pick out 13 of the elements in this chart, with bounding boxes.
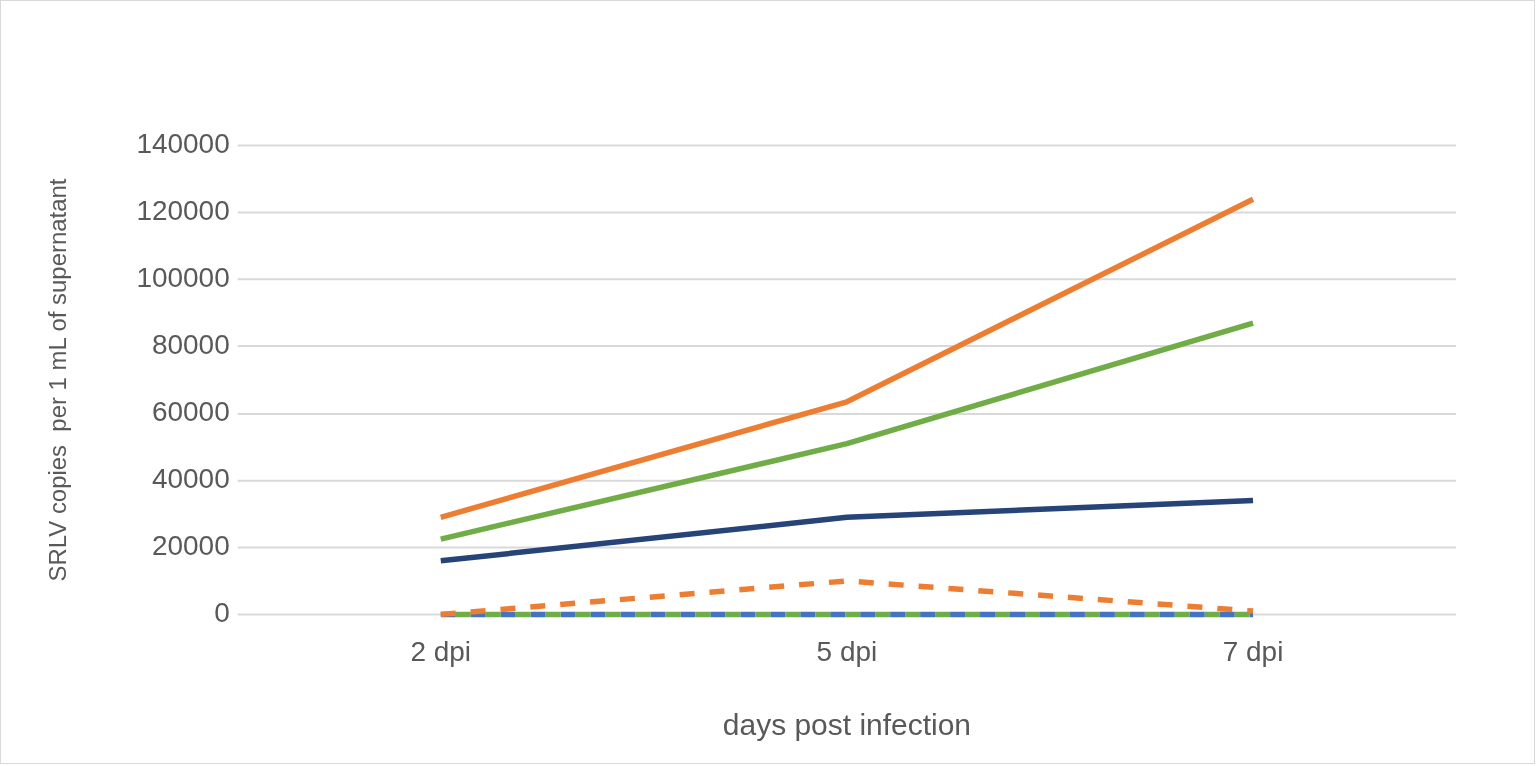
y-tick-label: 40000 bbox=[151, 463, 230, 495]
x-axis-title: days post infection bbox=[722, 708, 971, 742]
y-tick-label: 0 bbox=[214, 597, 230, 629]
x-tick-label: 2 dpi bbox=[410, 635, 472, 667]
y-tick-label: 80000 bbox=[151, 329, 230, 361]
y-tick-label: 100000 bbox=[136, 262, 230, 294]
y-tick-label: 120000 bbox=[136, 195, 230, 227]
x-tick-label: 7 dpi bbox=[1222, 635, 1284, 667]
y-tick-label: 60000 bbox=[151, 396, 230, 428]
y-axis-title: SRLV copies per 1 mL of supernatant bbox=[43, 178, 71, 582]
x-tick-label: 5 dpi bbox=[816, 635, 878, 667]
y-tick-label: 20000 bbox=[151, 530, 230, 562]
y-tick-label: 140000 bbox=[136, 128, 230, 160]
